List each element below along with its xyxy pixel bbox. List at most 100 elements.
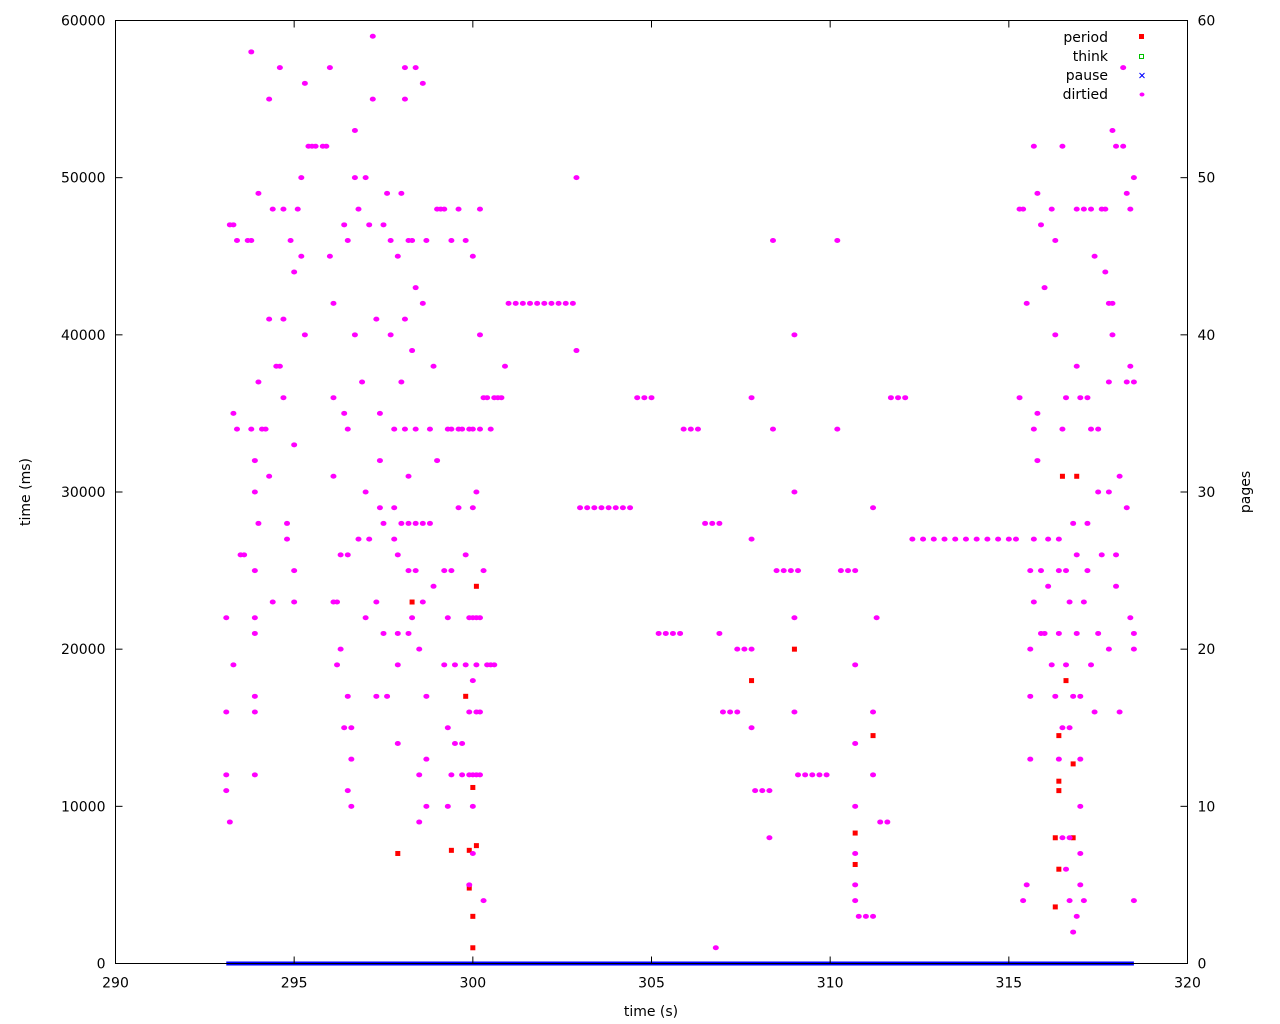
dirtied-point <box>855 913 862 919</box>
dirtied-point <box>852 882 859 888</box>
dirtied-point <box>466 709 473 715</box>
dirtied-point <box>473 489 480 495</box>
dirtied-point <box>1037 568 1044 574</box>
dirtied-point <box>1052 693 1059 699</box>
dirtied-point <box>409 615 416 621</box>
dirtied-point <box>373 599 380 605</box>
dirtied-point <box>280 206 287 212</box>
dirtied-point <box>591 505 598 511</box>
period-point <box>466 885 472 891</box>
dirtied-point <box>444 615 451 621</box>
dirtied-point <box>1034 458 1041 464</box>
dirtied-point <box>787 568 794 574</box>
dirtied-point <box>1088 426 1095 432</box>
dirtied-point <box>476 772 483 778</box>
dirtied-point <box>348 725 355 731</box>
dirtied-point <box>373 316 380 322</box>
dirtied-point <box>287 238 294 244</box>
period-point <box>466 847 472 853</box>
dirtied-point <box>962 536 969 542</box>
dirtied-point <box>1070 520 1077 526</box>
dirtied-point <box>405 473 412 479</box>
dirtied-point <box>1059 143 1066 149</box>
dirtied-point <box>748 395 755 401</box>
dirtied-point <box>351 175 358 181</box>
dirtied-point <box>362 175 369 181</box>
dirtied-point <box>852 662 859 668</box>
dirtied-point <box>387 238 394 244</box>
dirtied-point <box>409 238 416 244</box>
dirtied-point <box>834 238 841 244</box>
dirtied-point <box>1041 630 1048 636</box>
dirtied-point <box>1066 725 1073 731</box>
dirtied-point <box>448 772 455 778</box>
dirtied-point <box>1005 536 1012 542</box>
dirtied-point <box>426 520 433 526</box>
legend-label-dirtied: dirtied <box>1063 87 1108 103</box>
dirtied-point <box>1109 300 1116 306</box>
dirtied-point <box>605 505 612 511</box>
dirtied-point <box>441 662 448 668</box>
dirtied-point <box>952 536 959 542</box>
period-point <box>470 913 476 919</box>
dirtied-point <box>834 426 841 432</box>
dirtied-point <box>251 709 258 715</box>
dirtied-point <box>619 505 626 511</box>
dirtied-point <box>341 725 348 731</box>
dirtied-point <box>394 253 401 259</box>
dirtied-point <box>459 772 466 778</box>
dirtied-point <box>873 615 880 621</box>
dirtied-point <box>995 536 1002 542</box>
dirtied-point <box>1098 552 1105 558</box>
dirtied-point <box>973 536 980 542</box>
dirtied-point <box>487 426 494 432</box>
dirtied-point <box>369 96 376 102</box>
dirtied-point <box>359 379 366 385</box>
dirtied-point <box>712 945 719 951</box>
dirtied-point <box>766 835 773 841</box>
dirtied-point <box>1066 599 1073 605</box>
dirtied-point <box>401 96 408 102</box>
dirtied-point <box>341 222 348 228</box>
period-point <box>470 784 476 790</box>
dirtied-point <box>262 426 269 432</box>
axis-ticks: 290 295 300 305 310 315 3200100002000030000400… <box>61 14 1215 992</box>
legend-marker-pause <box>1139 72 1145 79</box>
dirtied-point <box>280 316 287 322</box>
dirtied-point <box>1105 646 1112 652</box>
dirtied-point <box>773 568 780 574</box>
dirtied-point <box>462 238 469 244</box>
dirtied-point <box>394 630 401 636</box>
dirtied-point <box>1020 206 1027 212</box>
dirtied-point <box>348 803 355 809</box>
dirtied-point <box>930 536 937 542</box>
x-tick-label: 315 <box>995 976 1022 992</box>
dirtied-point <box>534 300 541 306</box>
dirtied-point <box>941 536 948 542</box>
dirtied-point <box>584 505 591 511</box>
dirtied-point <box>419 80 426 86</box>
dirtied-point <box>627 505 634 511</box>
dirtied-point <box>323 143 330 149</box>
dirtied-point <box>444 725 451 731</box>
dirtied-point <box>476 615 483 621</box>
dirtied-point <box>223 772 230 778</box>
dirtied-point <box>1034 410 1041 416</box>
dirtied-point <box>1052 332 1059 338</box>
dirtied-point <box>230 222 237 228</box>
period-point <box>1052 904 1058 910</box>
dirtied-point <box>448 426 455 432</box>
dirtied-point <box>1127 206 1134 212</box>
dirtied-point <box>1105 379 1112 385</box>
dirtied-point <box>1080 206 1087 212</box>
dirtied-point <box>412 520 419 526</box>
dirtied-point <box>412 568 419 574</box>
dirtied-point <box>809 772 816 778</box>
legend-label-think: think <box>1073 49 1109 65</box>
y-axis-title: time (ms) <box>18 458 34 526</box>
dirtied-point <box>484 395 491 401</box>
dirtied-point <box>391 536 398 542</box>
dirtied-point <box>734 709 741 715</box>
dirtied-point <box>401 316 408 322</box>
